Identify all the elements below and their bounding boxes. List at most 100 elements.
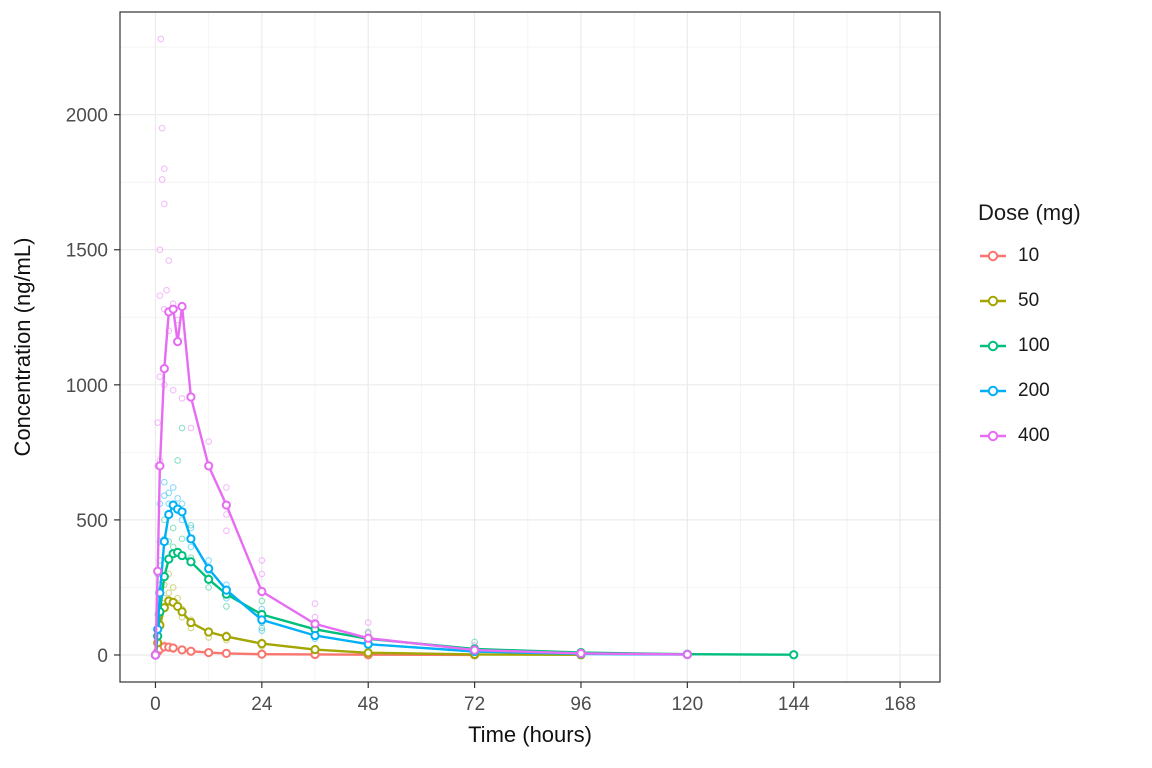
x-tick-label: 144 — [778, 694, 810, 715]
mean-point — [204, 461, 214, 471]
observation-point — [174, 494, 181, 502]
mean-point — [186, 646, 196, 656]
legend-item-10: 10 — [978, 242, 1081, 269]
observation-point — [169, 484, 177, 491]
observation-point — [169, 524, 177, 532]
observation-point — [223, 603, 230, 610]
observation-point — [165, 327, 173, 335]
mean-point — [168, 643, 178, 653]
legend-items: 10 50 100 200 400 — [978, 242, 1081, 449]
mean-point — [363, 633, 373, 643]
observation-point — [157, 35, 165, 43]
mean-point — [186, 617, 196, 628]
observation-point — [223, 484, 230, 491]
mean-point — [221, 585, 231, 595]
mean-point — [159, 364, 169, 374]
legend-label: 200 — [1018, 379, 1050, 401]
legend: Dose (mg) 10 50 100 200 400 — [978, 200, 1081, 467]
mean-point — [177, 550, 187, 561]
observation-point — [169, 584, 177, 591]
x-tick-label: 0 — [150, 694, 161, 715]
panel-border — [119, 11, 941, 683]
axes: 0 24 48 72 96 120 144 168 0 500 1000 1500 2000 — [66, 11, 941, 715]
mean-point — [310, 619, 320, 629]
mean-point — [204, 627, 214, 637]
observation-point — [156, 292, 164, 300]
y-axis-title: Concentration (ng/mL) — [10, 238, 35, 457]
legend-item-50: 50 — [978, 287, 1081, 314]
mean-point — [177, 645, 187, 655]
mean-point — [257, 639, 267, 649]
observation-point — [205, 584, 212, 591]
observation-point — [165, 589, 173, 597]
legend-item-200: 200 — [978, 377, 1081, 404]
observation-point — [174, 457, 181, 464]
legend-label: 400 — [1018, 424, 1050, 446]
x-tick-label: 24 — [251, 694, 273, 715]
mean-point — [150, 650, 161, 660]
mean-point — [257, 615, 267, 625]
legend-label: 50 — [1018, 289, 1040, 311]
observation-point — [169, 386, 177, 394]
mean-point — [310, 630, 320, 641]
x-tick-label: 120 — [671, 694, 703, 715]
observation-point — [205, 438, 212, 445]
mean-lines — [150, 301, 799, 660]
mean-point — [177, 301, 187, 312]
mean-point — [204, 563, 214, 574]
mean-point — [576, 648, 586, 658]
observation-point — [311, 600, 319, 608]
mean-point — [155, 461, 165, 471]
mean-point — [257, 649, 267, 659]
mean-point — [186, 557, 196, 567]
observation-point — [187, 424, 195, 432]
observation-point — [156, 246, 164, 254]
legend-label: 100 — [1018, 334, 1050, 356]
mean-point — [159, 536, 169, 547]
legend-title: Dose (mg) — [978, 200, 1081, 225]
mean-point — [204, 574, 214, 584]
observation-point — [187, 521, 195, 529]
mean-point — [168, 304, 178, 314]
observation-point — [160, 200, 168, 208]
observation-point — [205, 557, 212, 564]
legend-key-icon — [980, 430, 1006, 441]
x-tick-label: 72 — [464, 694, 485, 715]
mean-point — [204, 647, 214, 658]
legend-item-100: 100 — [978, 332, 1081, 359]
x-tick-label: 96 — [570, 694, 591, 715]
legend-key-icon — [980, 385, 1006, 396]
mean-point — [221, 632, 231, 642]
observation-point — [165, 257, 173, 264]
mean-point — [221, 648, 231, 658]
y-tick-label: 1000 — [66, 376, 108, 397]
observation-point — [160, 492, 168, 499]
mean-point — [469, 645, 480, 655]
observation-point — [160, 165, 168, 173]
observation-point — [187, 543, 195, 551]
observation-point — [258, 597, 266, 605]
observation-point — [258, 624, 266, 632]
y-tick-label: 500 — [76, 511, 108, 532]
x-axis-title: Time (hours) — [468, 722, 592, 747]
legend-key-icon — [980, 295, 1006, 306]
y-tick-label: 2000 — [66, 106, 108, 127]
observation-point — [163, 286, 170, 294]
mean-line — [154, 599, 582, 656]
observation-point — [178, 535, 186, 543]
mean-point — [257, 586, 267, 597]
mean-point — [310, 644, 320, 655]
x-tick-label: 48 — [358, 694, 379, 715]
observation-point — [178, 424, 186, 432]
observation-point — [178, 394, 186, 402]
mean-point — [164, 509, 174, 520]
mean-point — [186, 392, 196, 402]
gridlines — [120, 12, 940, 682]
observation-point — [178, 500, 186, 508]
mean-point — [363, 648, 373, 658]
mean-point — [153, 566, 163, 576]
observation-point — [154, 419, 162, 426]
mean-point — [177, 507, 187, 517]
